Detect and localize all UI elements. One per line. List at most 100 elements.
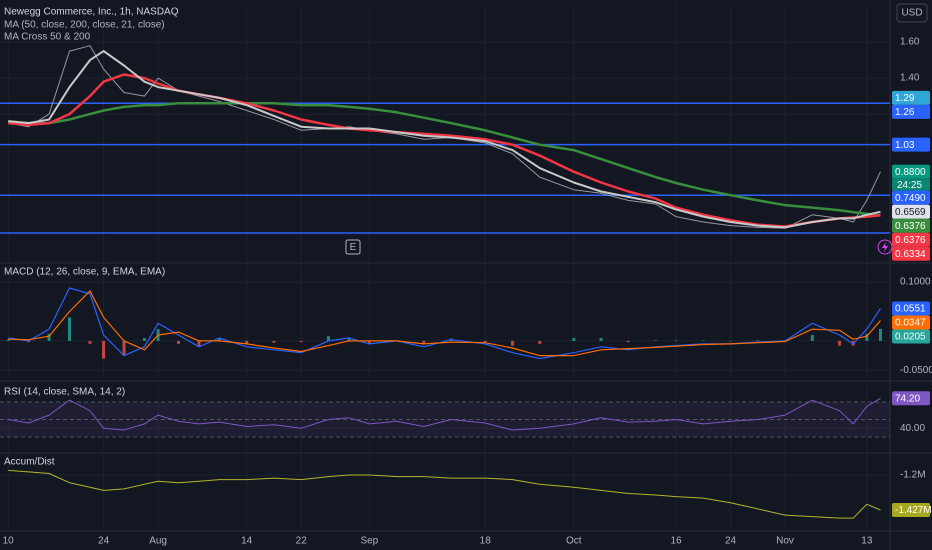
x-tick-label: Nov — [776, 536, 794, 547]
price-label-box — [892, 329, 930, 344]
price-label: 0.0347 — [895, 318, 926, 329]
flash-icon[interactable] — [877, 239, 893, 255]
histogram-bar — [483, 340, 487, 343]
price-label-box — [892, 218, 930, 233]
histogram-bar — [367, 340, 371, 344]
histogram-bar — [701, 340, 705, 341]
x-tick-label: 10 — [3, 536, 15, 547]
histogram-bar — [572, 337, 576, 341]
histogram-bar — [68, 317, 72, 341]
price-label: 0.6376 — [895, 221, 926, 232]
countdown: 24:25 — [897, 180, 922, 191]
price-label-box — [892, 204, 930, 219]
price-label: 74.20 — [895, 393, 920, 404]
flash-bolt — [882, 242, 888, 252]
price-label-box — [892, 232, 930, 247]
indicator-label: MA (50, close, 200, close, 21, close) — [4, 20, 165, 31]
y-tick-label: 1.40 — [900, 73, 920, 84]
x-tick-label: 14 — [241, 536, 253, 547]
x-tick-label: Sep — [360, 536, 378, 547]
price-label: -1.427M — [895, 505, 932, 516]
price-label: 0.0551 — [895, 304, 926, 315]
histogram-bar — [272, 340, 276, 343]
series-line — [8, 50, 881, 229]
histogram-bar — [88, 340, 92, 344]
countdown-box — [892, 178, 930, 191]
x-tick-label: 24 — [98, 536, 110, 547]
event-marker[interactable] — [345, 239, 361, 255]
pane-title: MACD (12, 26, close, 9, EMA, EMA) — [4, 267, 165, 278]
histogram-bar — [299, 340, 303, 343]
price-label: 1.26 — [895, 107, 915, 118]
y-tick-label: 40.00 — [900, 423, 925, 434]
price-label-box — [892, 90, 930, 105]
histogram-bar — [326, 336, 330, 341]
y-tick-label: -0.0500 — [900, 365, 932, 376]
histogram-bar — [197, 340, 201, 347]
x-tick-label: Aug — [149, 536, 167, 547]
price-label-box — [892, 301, 930, 316]
pane-title: Newegg Commerce, Inc., 1h, NASDAQ — [4, 7, 179, 18]
series-line — [8, 397, 881, 431]
pane — [0, 469, 890, 519]
indicator-label: MA Cross 50 & 200 — [4, 32, 91, 43]
histogram-bar — [510, 340, 514, 346]
price-label: 0.8800 — [895, 167, 926, 178]
price-label: 0.6334 — [895, 249, 926, 260]
y-tick-label: 0.1000 — [900, 277, 931, 288]
histogram-bar — [810, 335, 814, 341]
x-tick-label: 18 — [480, 536, 492, 547]
price-label-box — [892, 190, 930, 205]
price-label: 0.6569 — [895, 207, 926, 218]
price-label-box — [892, 164, 930, 179]
histogram-bar — [729, 340, 733, 342]
histogram-bar — [347, 337, 351, 341]
histogram-bar — [245, 340, 249, 344]
y-tick-label: 1.60 — [900, 37, 920, 48]
histogram-bar — [122, 340, 126, 356]
price-label-box — [892, 246, 930, 261]
x-tick-label: 22 — [296, 536, 308, 547]
histogram-bar — [142, 337, 146, 341]
pane — [0, 281, 890, 371]
currency-button[interactable] — [896, 3, 928, 23]
histogram-bar — [626, 340, 630, 343]
series-line — [8, 469, 881, 519]
histogram-bar — [47, 333, 51, 341]
x-tick-label: 24 — [725, 536, 737, 547]
histogram-bar — [865, 333, 869, 341]
price-label-box — [892, 104, 930, 119]
histogram-bar — [177, 340, 181, 344]
histogram-bar — [538, 340, 542, 344]
histogram-bar — [674, 340, 678, 341]
x-tick-label: 13 — [861, 536, 873, 547]
histogram-bar — [422, 340, 426, 344]
price-label: 1.29 — [895, 93, 915, 104]
pane — [0, 397, 890, 438]
event-marker-label[interactable]: E — [350, 242, 357, 253]
histogram-bar — [6, 339, 10, 341]
histogram-bar — [27, 340, 31, 343]
price-label-box — [892, 502, 930, 517]
series-line — [8, 45, 881, 229]
price-label: 1.03 — [895, 140, 915, 151]
histogram-bar — [838, 340, 842, 346]
histogram-bar — [654, 340, 658, 341]
series-line — [8, 102, 881, 217]
x-tick-label: Oct — [566, 536, 582, 547]
price-label-box — [892, 391, 930, 406]
price-label: 0.7490 — [895, 193, 926, 204]
histogram-bar — [217, 337, 221, 341]
price-label: 0.0205 — [895, 332, 926, 343]
pane-title: Accum/Dist — [4, 457, 55, 468]
price-label-box — [892, 137, 930, 152]
histogram-bar — [102, 340, 106, 359]
price-label-box — [892, 315, 930, 330]
currency[interactable]: USD — [901, 8, 922, 19]
histogram-bar — [878, 328, 882, 341]
series-line — [8, 290, 881, 357]
histogram-bar — [756, 340, 760, 341]
price-label: 0.6376 — [895, 235, 926, 246]
